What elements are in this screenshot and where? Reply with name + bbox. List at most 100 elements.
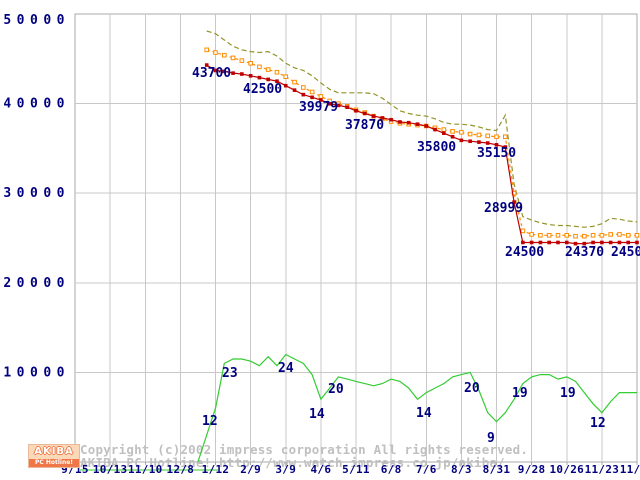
marker-min-price — [406, 120, 411, 125]
marker-min-price — [503, 145, 508, 149]
marker-avg-price — [230, 55, 236, 61]
marker-min-price — [582, 241, 587, 246]
marker-min-price — [573, 241, 578, 246]
x-axis-label: 8/31 — [483, 463, 511, 476]
marker-min-price — [617, 240, 622, 245]
x-axis-label: 7/6 — [416, 463, 437, 476]
x-axis-label: 11/23 — [585, 463, 620, 476]
marker-min-price — [433, 127, 437, 132]
annotation-min-price: 35800 — [417, 140, 456, 155]
annotation-min-price: 37870 — [345, 118, 384, 133]
marker-min-price — [275, 79, 279, 83]
x-axis-label: 5/11 — [342, 463, 370, 476]
marker-avg-price — [248, 60, 253, 66]
y-axis-label: 20000 — [3, 276, 70, 291]
x-axis-label: 9/28 — [518, 463, 546, 476]
annotation-min-price: 24500 — [611, 245, 640, 260]
marker-avg-price — [274, 69, 280, 75]
marker-min-price — [354, 108, 358, 113]
marker-min-price — [415, 122, 420, 127]
marker-min-price — [204, 63, 209, 67]
marker-avg-price — [441, 127, 447, 132]
marker-avg-price — [625, 233, 631, 238]
copyright-line2: AKIBA PC Hotline! http://www.watch.impre… — [80, 455, 505, 470]
marker-avg-price — [450, 129, 455, 134]
x-axis-label: 2/9 — [240, 463, 261, 476]
x-axis-label: 10/26 — [549, 463, 584, 476]
marker-min-price — [362, 111, 367, 116]
x-axis-label: 11/10 — [128, 463, 163, 476]
annotation-shop-count: 20 — [464, 381, 480, 396]
marker-min-price — [336, 103, 341, 108]
marker-min-price — [608, 240, 613, 245]
marker-avg-price — [564, 233, 570, 238]
marker-min-price — [292, 88, 297, 92]
x-axis-label: 4/6 — [310, 463, 331, 476]
marker-min-price — [310, 95, 314, 100]
series-max-price — [206, 30, 638, 228]
annotation-min-price: 39979 — [299, 100, 338, 115]
marker-avg-price — [538, 233, 543, 238]
marker-avg-price — [520, 228, 526, 234]
marker-avg-price — [599, 233, 605, 238]
marker-avg-price — [573, 233, 578, 239]
y-axis-label: 50000 — [3, 13, 70, 28]
x-axis-label: 1/12 — [202, 463, 230, 476]
marker-avg-price — [494, 134, 499, 140]
marker-min-price — [398, 120, 402, 124]
annotation-min-price: 35150 — [477, 146, 516, 161]
marker-min-price — [538, 240, 543, 245]
marker-avg-price — [476, 132, 482, 138]
marker-min-price — [371, 114, 376, 118]
annotation-shop-count: 23 — [222, 366, 238, 381]
marker-avg-price — [555, 233, 561, 238]
marker-min-price — [240, 72, 244, 76]
marker-avg-price — [634, 233, 640, 238]
marker-min-price — [450, 134, 455, 139]
x-axis-label: 3/9 — [275, 463, 296, 476]
marker-min-price — [459, 138, 464, 143]
marker-avg-price — [546, 233, 552, 238]
marker-avg-price — [309, 89, 315, 95]
marker-min-price — [477, 140, 481, 144]
marker-min-price — [547, 240, 551, 245]
marker-avg-price — [257, 64, 262, 70]
annotation-shop-count: 24 — [278, 361, 294, 376]
x-axis-label: 8/3 — [451, 463, 472, 476]
marker-avg-price — [301, 85, 306, 90]
annotation-shop-count: 19 — [560, 386, 576, 401]
x-axis-label: 12/8 — [167, 463, 195, 476]
marker-avg-price — [617, 232, 622, 237]
annotation-min-price: 43700 — [192, 66, 231, 81]
copyright-line1: Copyright (c)2002 impress corporation Al… — [80, 442, 528, 457]
marker-min-price — [442, 131, 446, 135]
annotation-shop-count: 19 — [512, 386, 528, 401]
x-axis-label: 11/30 — [620, 463, 640, 476]
marker-min-price — [248, 74, 253, 78]
marker-min-price — [494, 143, 499, 147]
y-axis-label: 30000 — [3, 186, 70, 201]
marker-avg-price — [283, 74, 289, 80]
marker-min-price — [424, 124, 429, 128]
annotation-min-price: 24500 — [505, 245, 544, 260]
marker-min-price — [266, 77, 270, 82]
x-axis-label: 10/13 — [93, 463, 128, 476]
marker-avg-price — [467, 131, 473, 137]
marker-avg-price — [221, 52, 227, 58]
marker-min-price — [319, 98, 323, 102]
annotation-shop-count: 12 — [590, 416, 606, 431]
annotation-shop-count: 14 — [309, 407, 325, 422]
marker-avg-price — [239, 58, 245, 63]
marker-avg-price — [318, 94, 324, 99]
annotation-min-price: 24370 — [565, 245, 604, 260]
marker-min-price — [380, 116, 385, 120]
logo-pc-hotline-text: PC Hotline! — [29, 459, 79, 467]
annotation-shop-count: 9 — [487, 431, 495, 446]
annotation-shop-count: 12 — [202, 414, 218, 429]
series-shop-count — [197, 353, 637, 463]
y-axis-label: 40000 — [3, 97, 70, 112]
annotation-min-price: 28999 — [484, 201, 523, 216]
marker-min-price — [222, 69, 227, 74]
